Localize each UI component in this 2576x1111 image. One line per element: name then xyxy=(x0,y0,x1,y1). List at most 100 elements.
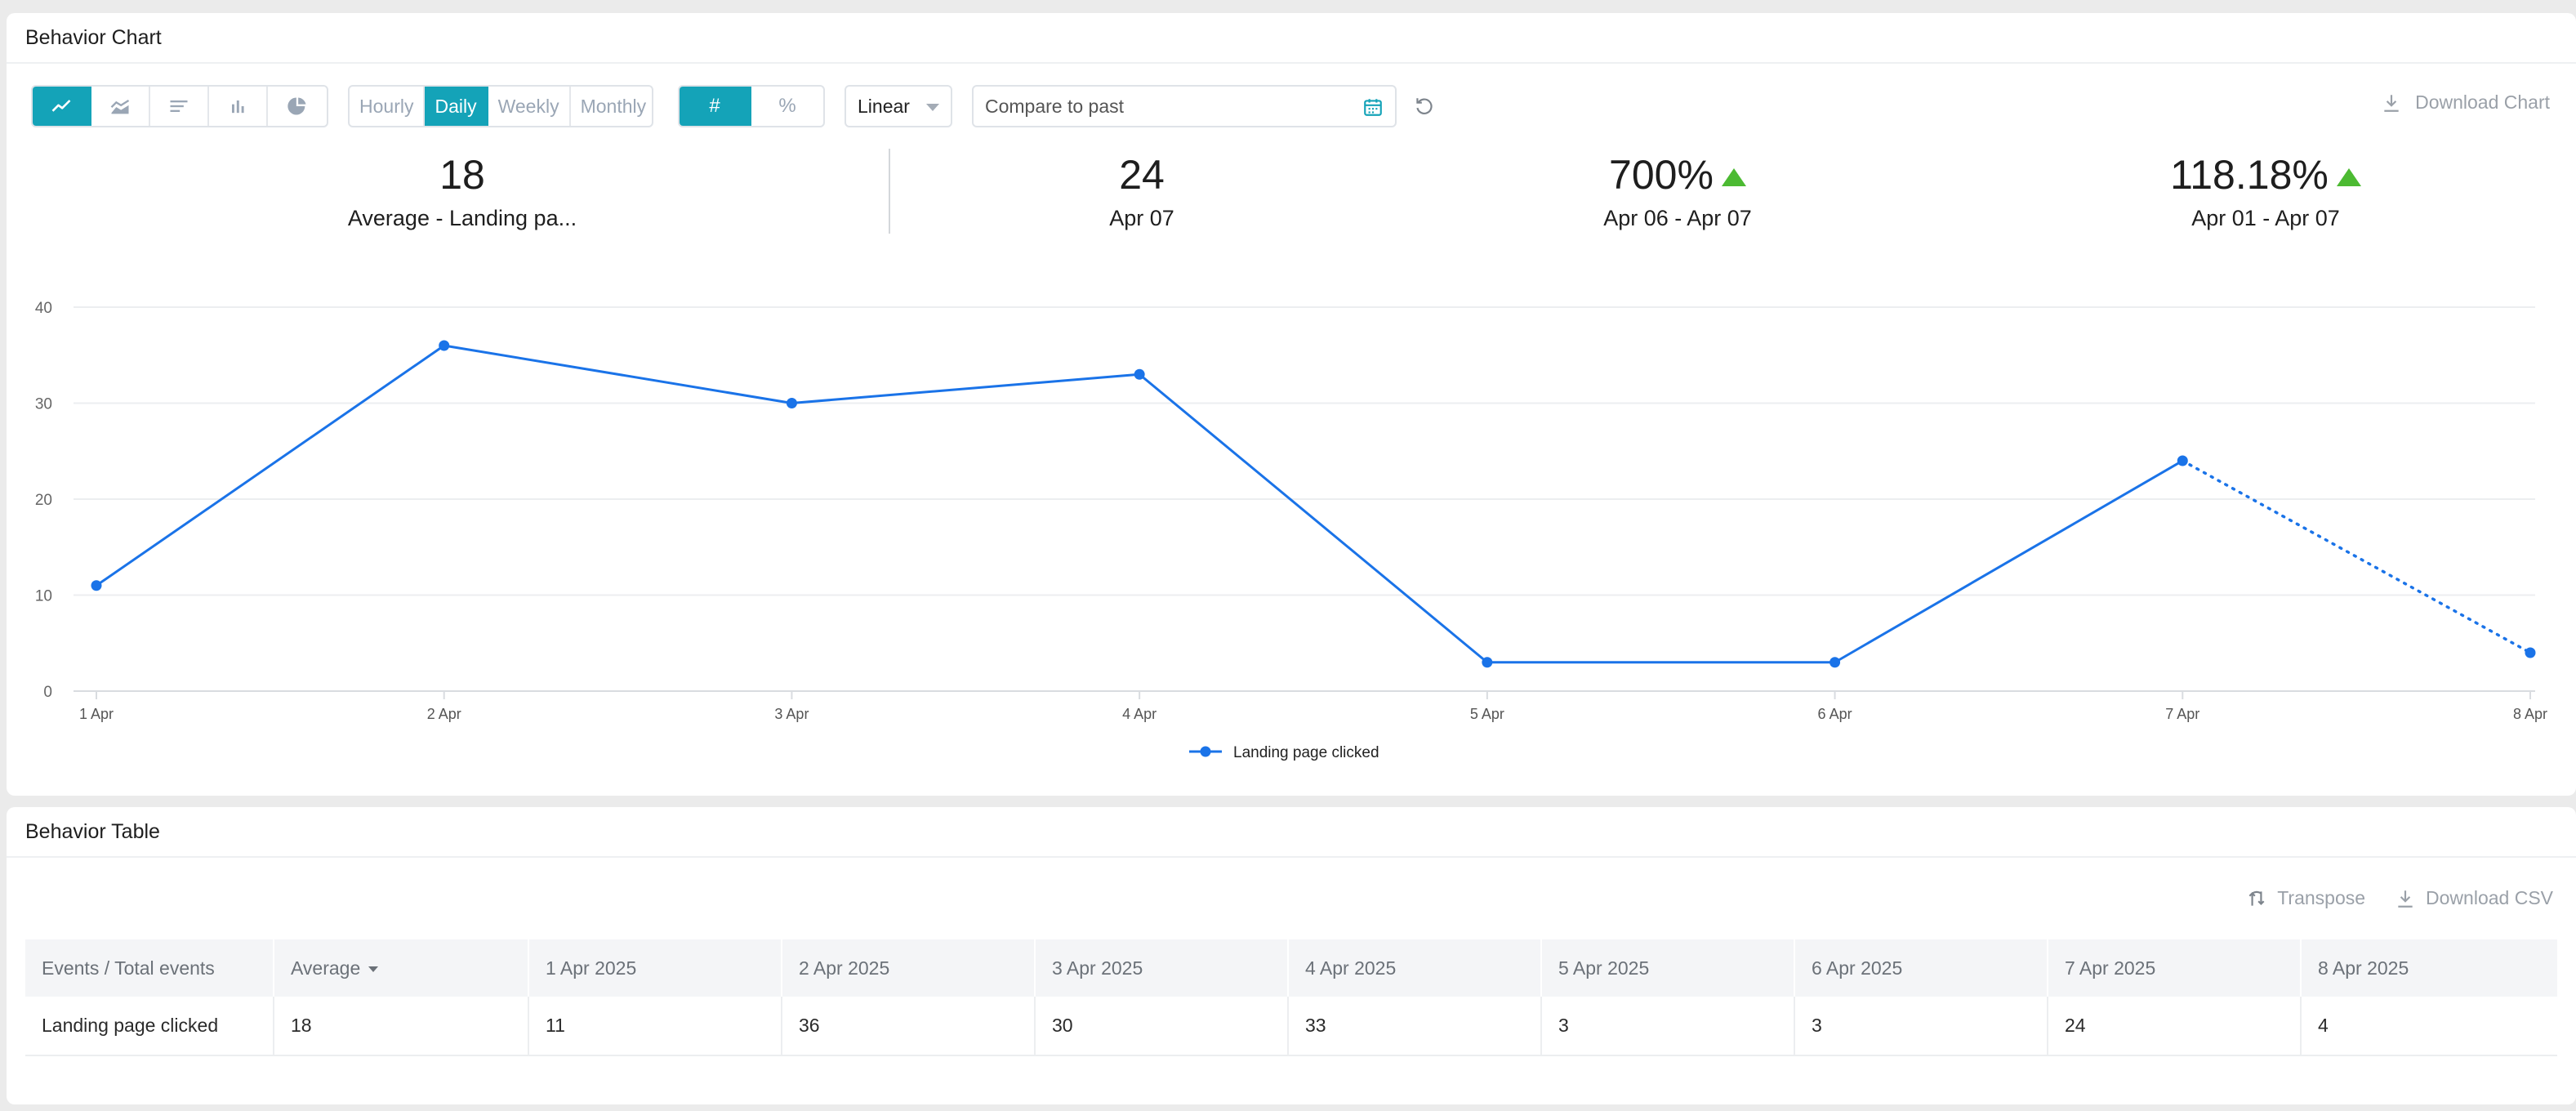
bar-chart-button[interactable] xyxy=(209,87,268,126)
column-header-date: 2 Apr 2025 xyxy=(782,939,1036,997)
download-csv-label: Download CSV xyxy=(2426,887,2553,908)
download-chart-button[interactable]: Download Chart xyxy=(2381,91,2550,114)
column-header-date: 4 Apr 2025 xyxy=(1288,939,1542,997)
unit-percent-button[interactable]: % xyxy=(778,95,796,117)
x-tick-label: 5 Apr xyxy=(1470,706,1504,722)
line-chart-icon xyxy=(51,100,71,112)
data-point xyxy=(2525,647,2536,658)
behavior-chart-header: Behavior Chart xyxy=(7,13,2576,64)
line-chart-button[interactable] xyxy=(33,87,91,126)
compare-to-past-input[interactable] xyxy=(985,95,1336,118)
area-chart-icon xyxy=(110,100,130,114)
table-cell: 3 xyxy=(1794,997,2048,1056)
table-header-row: Events / Total events Average 1 Apr 2025… xyxy=(25,939,2557,997)
series-line xyxy=(96,344,2184,664)
x-tick-label: 4 Apr xyxy=(1122,706,1157,722)
unit-count-button[interactable]: # xyxy=(680,87,752,126)
table-cell-event: Landing page clicked xyxy=(25,997,274,1056)
pie-chart-icon xyxy=(287,97,306,115)
column-header-average[interactable]: Average xyxy=(274,939,529,997)
y-tick-label: 10 xyxy=(35,588,52,605)
stat-latest-label: Apr 07 xyxy=(1109,206,1174,230)
x-tick-label: 1 Apr xyxy=(79,706,114,722)
y-tick-label: 40 xyxy=(35,300,52,317)
legend-marker xyxy=(1200,746,1211,757)
x-tick-label: 7 Apr xyxy=(2165,706,2199,722)
sort-down-icon xyxy=(368,966,379,972)
x-tick-label: 2 Apr xyxy=(427,706,461,722)
behavior-table-panel: Behavior Table Transpose Download CSV xyxy=(7,807,2576,1104)
stat-week-change: 118.18% Apr 01 - Apr 07 xyxy=(2102,150,2429,231)
chevron-down-icon xyxy=(926,104,939,111)
x-tick-label: 6 Apr xyxy=(1818,706,1852,722)
behavior-table-title: Behavior Table xyxy=(25,819,160,843)
chart-toolbar: Hourly Daily Weekly Monthly # % Linear xyxy=(25,85,2558,127)
stat-day-change-label: Apr 06 - Apr 07 xyxy=(1603,206,1752,230)
compare-to-past-field[interactable] xyxy=(972,85,1397,127)
data-point xyxy=(2177,455,2188,466)
table-cell: 18 xyxy=(274,997,529,1056)
stat-day-change: 700% Apr 06 - Apr 07 xyxy=(1514,150,1841,231)
behavior-table-header: Behavior Table xyxy=(7,807,2576,858)
y-tick-label: 20 xyxy=(35,492,52,509)
column-header-events: Events / Total events xyxy=(25,939,274,997)
download-icon xyxy=(2384,94,2399,112)
calendar-icon[interactable] xyxy=(1362,96,1384,118)
data-point xyxy=(1829,657,1841,668)
table-row: Landing page clicked 18 11 36 30 33 3 3 … xyxy=(25,997,2557,1056)
stat-latest: 24 Apr 07 xyxy=(978,150,1305,231)
period-weekly-button[interactable]: Weekly xyxy=(488,87,571,126)
transpose-label: Transpose xyxy=(2277,887,2366,908)
stat-divider xyxy=(889,149,890,234)
pie-chart-button[interactable] xyxy=(268,87,327,126)
trend-up-icon xyxy=(1721,168,1746,186)
stat-week-change-value: 118.18% xyxy=(2170,152,2329,198)
stat-average: 18 Average - Landing pa... xyxy=(299,150,626,231)
bar-chart-icon xyxy=(232,100,244,114)
y-tick-label: 30 xyxy=(35,396,52,413)
transpose-button[interactable]: Transpose xyxy=(2246,887,2365,909)
horizontal-bar-button[interactable] xyxy=(150,87,209,126)
behavior-table: Events / Total events Average 1 Apr 2025… xyxy=(25,939,2557,1056)
period-daily-button[interactable]: Daily xyxy=(425,87,488,126)
download-icon xyxy=(2398,890,2413,908)
stat-week-change-label: Apr 01 - Apr 07 xyxy=(2191,206,2340,230)
table-cell: 33 xyxy=(1288,997,1542,1056)
data-point xyxy=(1482,657,1493,668)
period-hourly-button[interactable]: Hourly xyxy=(350,87,426,126)
stat-average-label: Average - Landing pa... xyxy=(347,206,577,230)
scale-select[interactable]: Linear xyxy=(845,85,952,127)
unit-group: # % xyxy=(678,85,825,127)
area-chart-button[interactable] xyxy=(91,87,150,126)
series-line-projection xyxy=(2181,459,2532,654)
column-header-date: 5 Apr 2025 xyxy=(1541,939,1795,997)
reset-icon[interactable] xyxy=(1413,96,1434,117)
period-group: Hourly Daily Weekly Monthly xyxy=(348,85,653,127)
table-cell: 3 xyxy=(1541,997,1795,1056)
download-chart-label: Download Chart xyxy=(2415,91,2550,113)
table-cell: 4 xyxy=(2301,997,2557,1056)
stat-average-value: 18 xyxy=(439,152,485,198)
table-cell: 36 xyxy=(782,997,1036,1056)
data-point xyxy=(439,340,450,351)
data-point xyxy=(91,580,102,591)
download-csv-button[interactable]: Download CSV xyxy=(2395,887,2553,909)
data-point xyxy=(786,398,797,408)
behavior-line-chart: 0 10 20 30 40 1 Apr 2 Apr 3 Apr 4 Apr 5 Apr 6 Apr 7… xyxy=(35,300,2547,761)
period-monthly-button[interactable]: Monthly xyxy=(580,95,647,117)
chart-type-group xyxy=(31,85,328,127)
y-tick-label: 0 xyxy=(43,684,52,701)
stat-latest-value: 24 xyxy=(1119,152,1165,198)
behavior-chart-panel: Behavior Chart Hourly Daily Weekly Mon xyxy=(7,13,2576,796)
x-tick-label: 8 Apr xyxy=(2513,706,2547,722)
x-tick-label: 3 Apr xyxy=(774,706,809,722)
transpose-icon xyxy=(2248,890,2265,906)
table-tools: Transpose Download CSV xyxy=(2217,887,2553,909)
column-header-date: 7 Apr 2025 xyxy=(2048,939,2302,997)
table-cell: 30 xyxy=(1035,997,1289,1056)
stat-day-change-value: 700% xyxy=(1609,152,1714,198)
table-cell: 24 xyxy=(2048,997,2302,1056)
legend-label: Landing page clicked xyxy=(1233,744,1379,761)
column-header-date: 8 Apr 2025 xyxy=(2301,939,2557,997)
behavior-chart-title: Behavior Chart xyxy=(25,25,162,49)
